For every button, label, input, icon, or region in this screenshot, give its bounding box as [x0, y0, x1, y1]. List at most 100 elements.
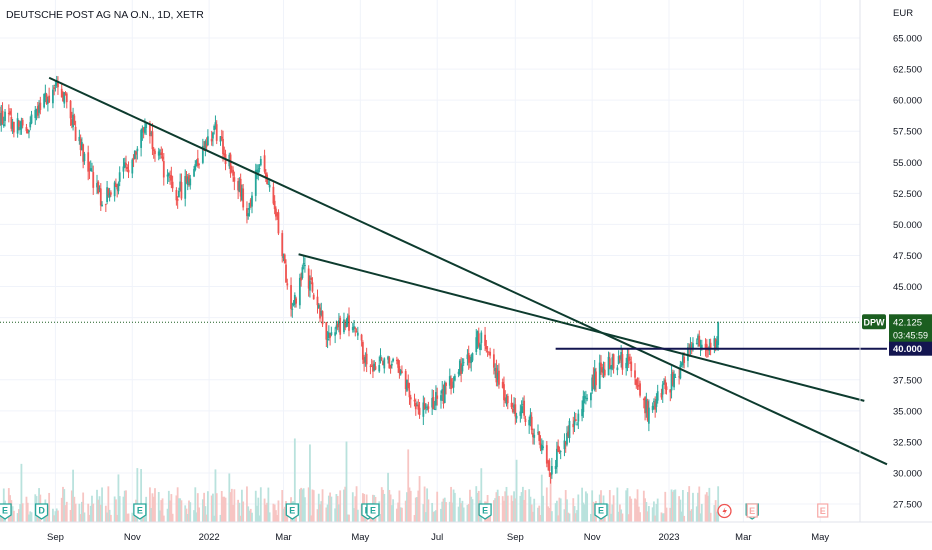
- x-tick-label: May: [811, 532, 829, 543]
- candle-body: [285, 264, 287, 283]
- volume-bar: [118, 496, 121, 522]
- candle-body: [627, 356, 630, 361]
- volume-bar: [258, 515, 261, 522]
- volume-bar: [492, 500, 495, 522]
- earnings-icon[interactable]: E: [366, 503, 380, 520]
- candle-body: [206, 136, 209, 146]
- earnings-icon[interactable]: E: [285, 503, 299, 520]
- volume-bar: [555, 500, 558, 522]
- candle-body: [610, 366, 612, 370]
- volume-bar: [159, 510, 161, 522]
- volume-bar: [309, 444, 311, 522]
- earnings-icon[interactable]: E: [746, 503, 758, 518]
- volume-bar: [431, 502, 434, 522]
- candle-body: [19, 126, 22, 130]
- candle-body: [0, 112, 3, 125]
- candle-body: [335, 325, 338, 329]
- x-tick-label: Nov: [584, 532, 601, 543]
- candle-body: [351, 326, 354, 331]
- candle-body: [267, 183, 270, 185]
- candle-body: [603, 369, 606, 376]
- volume-bar: [644, 498, 646, 522]
- volume-bar: [679, 499, 682, 522]
- candle-body: [540, 445, 543, 451]
- candle-body: [198, 164, 200, 166]
- volume-bar: [568, 513, 571, 522]
- candle-body: [17, 121, 20, 127]
- volume-bar: [83, 512, 86, 522]
- volume-bar: [175, 495, 178, 522]
- candle-body: [442, 390, 445, 404]
- candle-body: [555, 448, 558, 468]
- candle-body: [205, 143, 208, 147]
- volume-bar: [162, 515, 165, 522]
- event-shape: [746, 503, 758, 518]
- candle-body: [564, 442, 567, 445]
- candle-body: [63, 92, 66, 104]
- candle-body: [237, 181, 240, 191]
- candle-body: [621, 354, 624, 370]
- candle-body: [356, 332, 359, 336]
- volume-bar: [399, 507, 402, 522]
- candle-body: [593, 368, 596, 390]
- earnings-icon[interactable]: E: [0, 503, 12, 520]
- volume-bar: [151, 493, 154, 522]
- candle-body: [290, 285, 292, 309]
- candle-body: [521, 404, 524, 406]
- volume-bar: [713, 505, 716, 522]
- volume-bar: [404, 500, 407, 522]
- volume-bar: [74, 503, 77, 522]
- candle-body: [639, 383, 641, 396]
- candle-body: [511, 408, 514, 412]
- flash-icon[interactable]: [717, 503, 732, 519]
- event-markers[interactable]: EDEEDEEEEEE: [0, 503, 829, 520]
- volume-bar: [186, 513, 189, 522]
- candle-body: [451, 385, 454, 387]
- candle-body: [573, 420, 576, 426]
- volume-bar: [716, 511, 718, 522]
- candle-body: [272, 186, 275, 204]
- event-letter: E: [598, 506, 604, 516]
- candle-body: [44, 92, 47, 97]
- volume-bar: [452, 489, 455, 522]
- candle-body: [230, 171, 233, 173]
- volume-bar: [246, 486, 248, 522]
- candle-body: [475, 337, 478, 352]
- volume-bar: [230, 488, 233, 522]
- candle-body: [424, 406, 427, 409]
- candle-body: [505, 397, 508, 405]
- drawings[interactable]: [0, 76, 888, 466]
- volume-bar: [506, 495, 509, 522]
- candle-body: [348, 315, 350, 331]
- volume-bar: [462, 507, 465, 522]
- volume-bar: [461, 500, 464, 522]
- volume-bar: [302, 488, 305, 522]
- earnings-icon[interactable]: E: [133, 503, 147, 520]
- candle-body: [635, 379, 638, 386]
- volume-bar: [194, 487, 197, 522]
- volume-bar: [610, 513, 612, 522]
- candle-body: [469, 359, 471, 361]
- volume-bar: [707, 495, 709, 522]
- volume-bar: [264, 504, 267, 522]
- earnings-icon[interactable]: E: [478, 503, 492, 520]
- candle-body: [661, 384, 664, 395]
- volume-bar: [549, 475, 552, 522]
- volume-bar: [166, 508, 169, 522]
- earnings-icon[interactable]: E: [594, 503, 608, 520]
- volume-bar: [88, 514, 91, 522]
- candle-body: [11, 122, 14, 129]
- candle-body: [582, 396, 585, 413]
- volume-bar: [383, 493, 386, 522]
- volume-bar: [127, 513, 130, 522]
- earnings-icon[interactable]: E: [817, 503, 829, 518]
- candle-body: [515, 415, 518, 419]
- candle-body: [495, 368, 498, 383]
- volume-bar: [210, 495, 213, 522]
- candle-body: [466, 354, 469, 360]
- volume-bar: [678, 496, 681, 522]
- candle-body: [431, 398, 434, 408]
- volume-bar: [495, 492, 498, 522]
- dividend-icon[interactable]: D: [34, 503, 49, 520]
